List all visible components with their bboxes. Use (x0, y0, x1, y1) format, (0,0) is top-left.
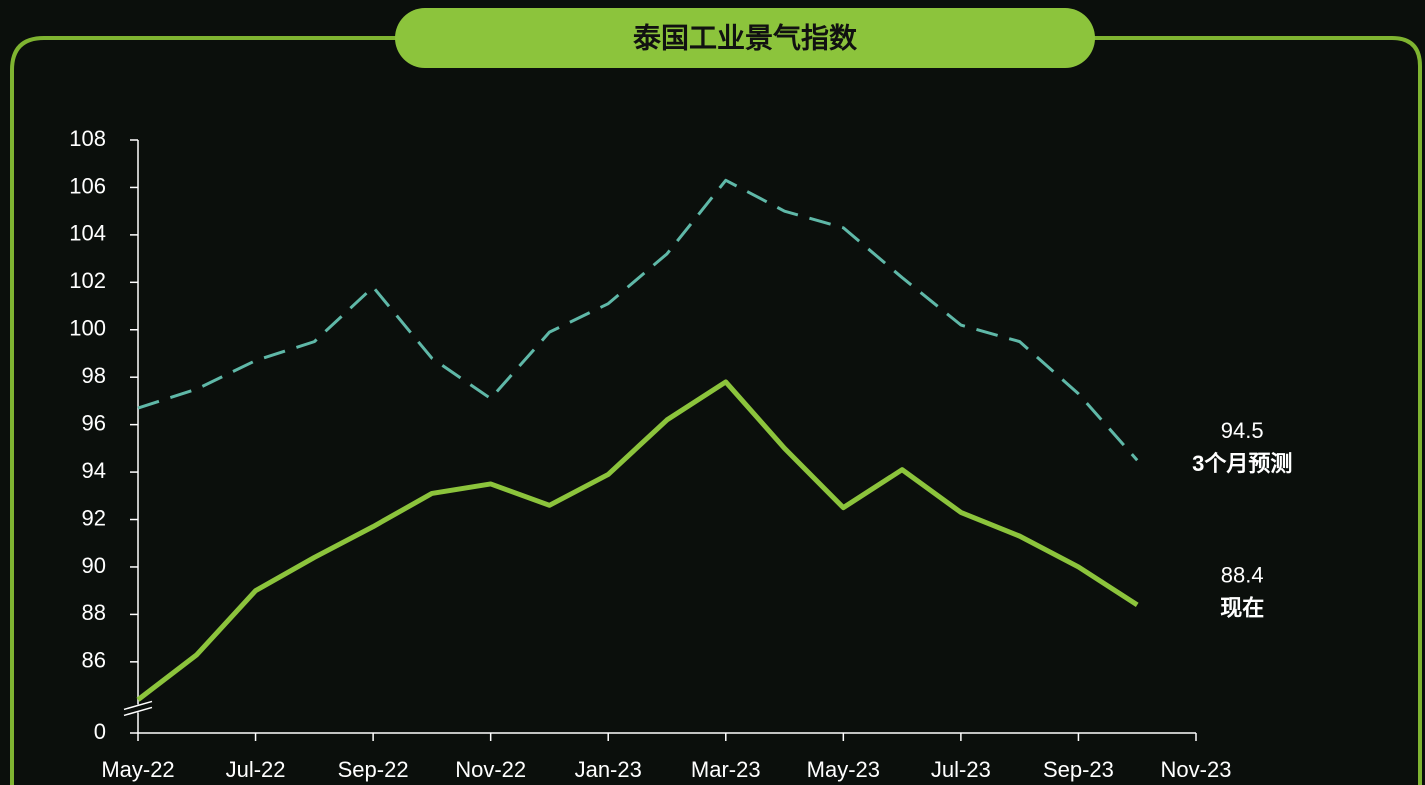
x-tick-label: Sep-23 (1043, 757, 1114, 782)
x-tick-label: May-23 (807, 757, 880, 782)
x-tick-label: Sep-22 (338, 757, 409, 782)
chart: 泰国工业景气指数 0 86 88 90 92 94 96 98 100 102 104 106 108 M… (0, 0, 1425, 785)
y-tick-label: 102 (69, 268, 106, 293)
x-tick-label: Nov-22 (455, 757, 526, 782)
x-tick-label: Jul-23 (931, 757, 991, 782)
y-tick-label: 92 (82, 505, 106, 530)
y-tick-label: 88 (82, 600, 106, 625)
y-tick-label: 104 (69, 221, 106, 246)
x-tick-label: Jan-23 (575, 757, 642, 782)
series-label: 3个月预测 (1192, 451, 1292, 476)
end-value-label: 88.4 (1221, 563, 1264, 588)
y-tick-label: 98 (82, 363, 106, 388)
y-tick-label: 108 (69, 126, 106, 151)
y-tick-label: 94 (82, 458, 106, 483)
y-tick-label: 96 (82, 410, 106, 435)
x-tick-label: Jul-22 (226, 757, 286, 782)
y-tick-label: 86 (82, 648, 106, 673)
x-tick-label: Nov-23 (1161, 757, 1232, 782)
y-tick-label: 106 (69, 173, 106, 198)
y-tick-label: 0 (94, 719, 106, 744)
x-tick-label: Mar-23 (691, 757, 761, 782)
y-tick-label: 90 (82, 553, 106, 578)
series-label: 现在 (1220, 596, 1264, 621)
y-tick-label: 100 (69, 316, 106, 341)
x-tick-label: May-22 (101, 757, 174, 782)
end-value-label: 94.5 (1221, 418, 1264, 443)
chart-title: 泰国工业景气指数 (633, 22, 858, 53)
